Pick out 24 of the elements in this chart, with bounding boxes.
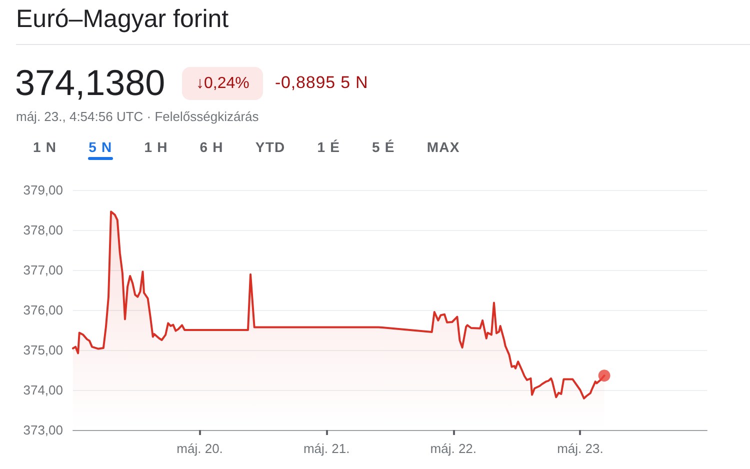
text: 1 H <box>144 139 168 155</box>
x-tick-label: máj. 23. <box>557 441 604 456</box>
y-tick-label: 377,00 <box>23 262 63 278</box>
x-tick-label: máj. 21. <box>303 441 350 456</box>
y-tick-label: 373,00 <box>23 422 63 438</box>
chart-subtitle: máj. 23., 4:54:56 UTC · Felelősségkizárás <box>16 109 259 124</box>
y-tick-label: 376,00 <box>23 302 63 318</box>
y-tick-label: 379,00 <box>23 182 63 198</box>
text: -0,8895 5 N <box>275 73 368 92</box>
y-tick-label: 378,00 <box>23 222 63 238</box>
text: MAX <box>426 139 460 155</box>
text: 1 N <box>33 139 57 155</box>
x-tick-label: máj. 22. <box>430 441 477 456</box>
text: 374,1380 <box>15 62 166 103</box>
text: 5 N <box>88 139 112 155</box>
text: 6 H <box>200 139 224 155</box>
x-tick-label: máj. 20. <box>176 441 223 456</box>
text: YTD <box>255 139 286 155</box>
y-tick-label: 375,00 <box>23 342 63 358</box>
y-tick-label: 374,00 <box>23 382 63 398</box>
text: 1 É <box>317 139 340 155</box>
text: ↓0,24% <box>182 67 264 100</box>
chart-title: Euró–Magyar forint <box>16 5 229 33</box>
text: 5 É <box>372 139 395 155</box>
